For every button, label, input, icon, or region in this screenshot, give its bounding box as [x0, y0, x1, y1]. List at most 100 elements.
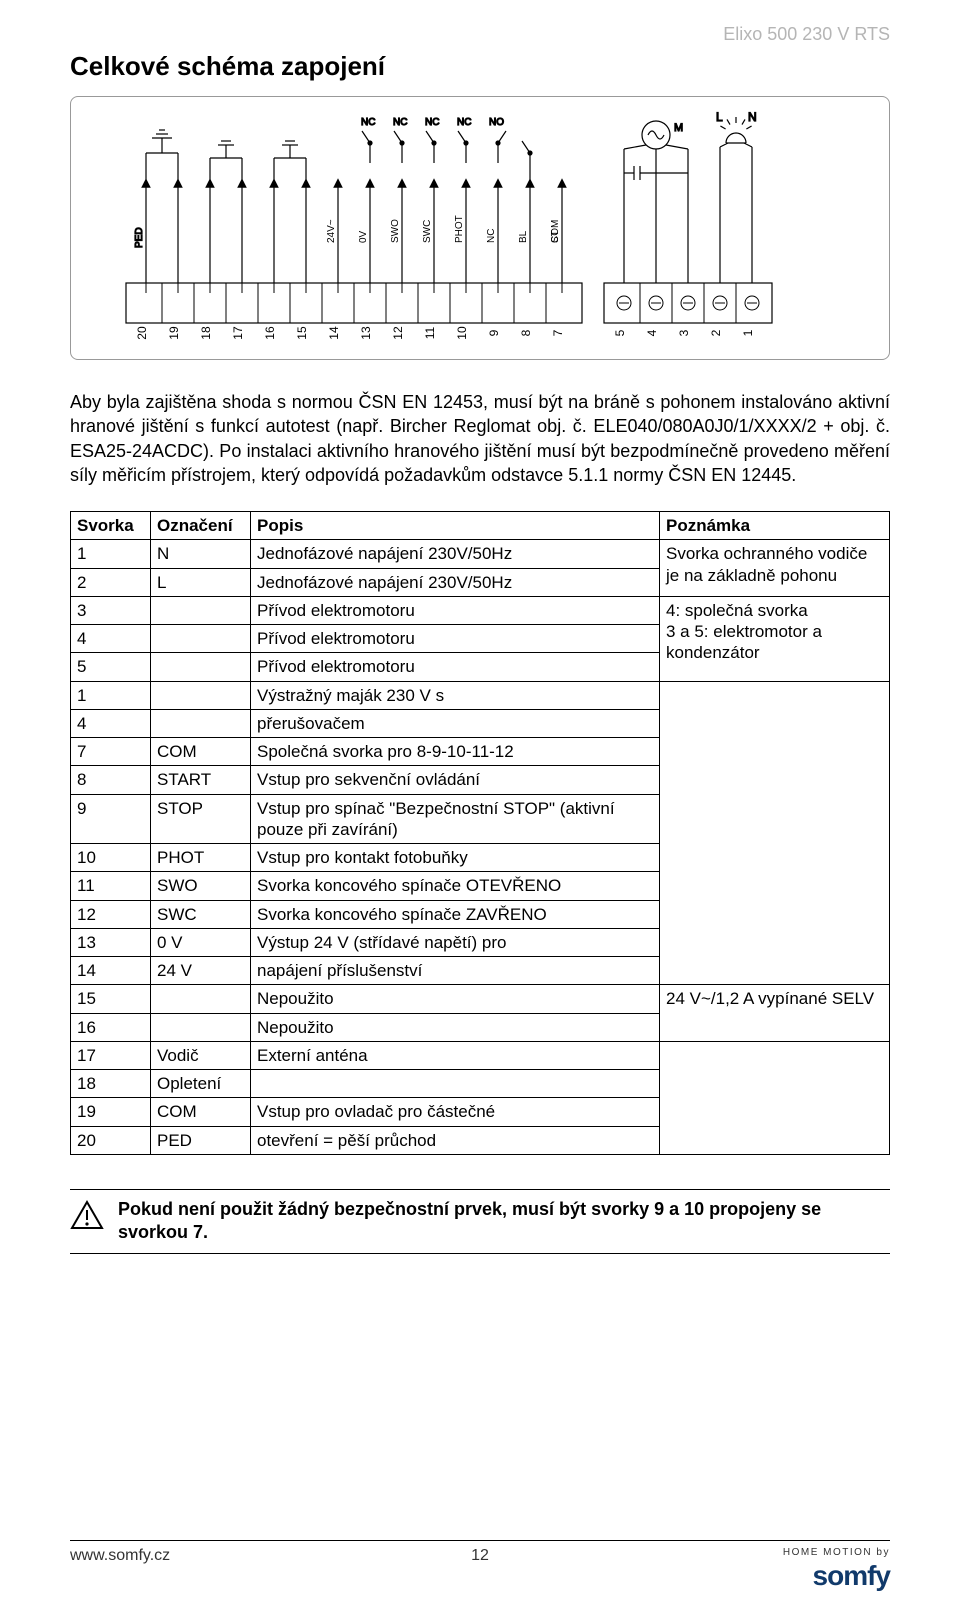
cell-oznaceni: 24 V: [151, 957, 251, 985]
cell-oznaceni: [151, 709, 251, 737]
svg-text:8: 8: [519, 329, 533, 336]
svg-text:14: 14: [327, 326, 341, 340]
table-row: 15Nepoužito24 V~/1,2 A vypínané SELV: [71, 985, 890, 1013]
cell-popis: [251, 1070, 660, 1098]
svg-text:SWO: SWO: [390, 219, 401, 243]
table-row: 1 Výstražný maják 230 V s: [71, 681, 890, 709]
svg-text:15: 15: [295, 326, 309, 340]
product-name: Elixo 500 230 V RTS: [70, 24, 890, 45]
th-svorka: Svorka: [71, 512, 151, 540]
svg-text:10: 10: [455, 326, 469, 340]
cell-svorka: 2: [71, 568, 151, 596]
svg-text:12: 12: [391, 326, 405, 340]
cell-popis: Výstup 24 V (střídavé napětí) pro: [251, 928, 660, 956]
cell-popis: Společná svorka pro 8-9-10-11-12: [251, 738, 660, 766]
cell-popis: Svorka koncového spínače OTEVŘENO: [251, 872, 660, 900]
cell-popis: Jednofázové napájení 230V/50Hz: [251, 568, 660, 596]
cell-oznaceni: COM: [151, 738, 251, 766]
svg-text:19: 19: [167, 326, 181, 340]
cell-oznaceni: L: [151, 568, 251, 596]
cell-oznaceni: 0 V: [151, 928, 251, 956]
svg-text:M: M: [674, 122, 683, 134]
svg-text:BL: BL: [518, 230, 529, 243]
page-title: Celkové schéma zapojení: [70, 51, 890, 82]
svg-text:2: 2: [709, 329, 723, 336]
svg-text:N: N: [748, 110, 757, 124]
svg-text:5: 5: [613, 329, 627, 336]
cell-popis: Jednofázové napájení 230V/50Hz: [251, 540, 660, 568]
footer-brand: HOME MOTION by somfy: [783, 1547, 890, 1592]
wiring-diagram: 201918171615141312111098724V~0VSWOSWCPHO…: [70, 96, 890, 360]
somfy-word: somfy: [813, 1560, 890, 1591]
cell-poznamka: Svorka ochranného vodiče je na základně …: [660, 540, 890, 597]
cell-svorka: 15: [71, 985, 151, 1013]
cell-popis: Nepoužito: [251, 985, 660, 1013]
cell-oznaceni: N: [151, 540, 251, 568]
svg-text:NC: NC: [457, 117, 471, 128]
cell-svorka: 3: [71, 596, 151, 624]
cell-svorka: 4: [71, 625, 151, 653]
cell-svorka: 13: [71, 928, 151, 956]
cell-popis: napájení příslušenství: [251, 957, 660, 985]
cell-svorka: 16: [71, 1013, 151, 1041]
cell-svorka: 14: [71, 957, 151, 985]
svg-text:NC: NC: [486, 229, 497, 243]
svg-text:18: 18: [199, 326, 213, 340]
cell-oznaceni: [151, 985, 251, 1013]
cell-oznaceni: [151, 625, 251, 653]
somfy-logo: somfy: [813, 1560, 890, 1592]
svg-text:PED: PED: [134, 227, 145, 248]
svg-text:4: 4: [645, 329, 659, 336]
wiring-svg: 201918171615141312111098724V~0VSWOSWCPHO…: [75, 103, 885, 353]
svg-text:SWC: SWC: [422, 220, 433, 243]
cell-poznamka: [660, 1041, 890, 1154]
svg-text:7: 7: [551, 329, 565, 336]
warning-box: Pokud není použit žádný bezpečnostní prv…: [70, 1189, 890, 1254]
svg-text:NC: NC: [393, 117, 407, 128]
cell-popis: Vstup pro sekvenční ovládání: [251, 766, 660, 794]
cell-popis: Vstup pro spínač "Bezpečnostní STOP" (ak…: [251, 794, 660, 844]
cell-popis: Nepoužito: [251, 1013, 660, 1041]
cell-svorka: 12: [71, 900, 151, 928]
footer-page-number: 12: [471, 1547, 489, 1565]
svg-text:NC: NC: [425, 117, 439, 128]
svg-text:PHOT: PHOT: [454, 215, 465, 243]
cell-popis: Výstražný maják 230 V s: [251, 681, 660, 709]
cell-oznaceni: [151, 596, 251, 624]
cell-popis: Přívod elektromotoru: [251, 625, 660, 653]
cell-svorka: 9: [71, 794, 151, 844]
svg-text:11: 11: [423, 326, 437, 339]
cell-oznaceni: SWC: [151, 900, 251, 928]
svg-text:16: 16: [263, 326, 277, 340]
svg-text:24V~: 24V~: [326, 219, 337, 243]
cell-oznaceni: COM: [151, 1098, 251, 1126]
cell-svorka: 17: [71, 1041, 151, 1069]
cell-popis: Přívod elektromotoru: [251, 653, 660, 681]
svg-text:L: L: [716, 110, 723, 124]
cell-poznamka: 4: společná svorka 3 a 5: elektromotor a…: [660, 596, 890, 681]
cell-popis: Externí anténa: [251, 1041, 660, 1069]
intro-paragraph: Aby byla zajištěna shoda s normou ČSN EN…: [70, 390, 890, 487]
cell-svorka: 19: [71, 1098, 151, 1126]
svg-text:0V: 0V: [358, 230, 369, 243]
cell-poznamka: [660, 681, 890, 985]
cell-svorka: 1: [71, 681, 151, 709]
svg-text:13: 13: [359, 326, 373, 340]
th-oznaceni: Označení: [151, 512, 251, 540]
svg-text:NC: NC: [361, 117, 375, 128]
footer: www.somfy.cz 12 HOME MOTION by somfy: [70, 1540, 890, 1592]
svg-text:20: 20: [135, 326, 149, 340]
cell-svorka: 8: [71, 766, 151, 794]
terminal-table: Svorka Označení Popis Poznámka 1NJednofá…: [70, 511, 890, 1155]
cell-oznaceni: STOP: [151, 794, 251, 844]
cell-poznamka: 24 V~/1,2 A vypínané SELV: [660, 985, 890, 1042]
cell-popis: otevření = pěší průchod: [251, 1126, 660, 1154]
cell-svorka: 10: [71, 844, 151, 872]
cell-svorka: 5: [71, 653, 151, 681]
cell-svorka: 7: [71, 738, 151, 766]
cell-svorka: 11: [71, 872, 151, 900]
warning-text: Pokud není použit žádný bezpečnostní prv…: [118, 1198, 890, 1245]
warning-icon: [70, 1200, 104, 1235]
cell-oznaceni: Opletení: [151, 1070, 251, 1098]
svg-text:1: 1: [741, 329, 755, 336]
